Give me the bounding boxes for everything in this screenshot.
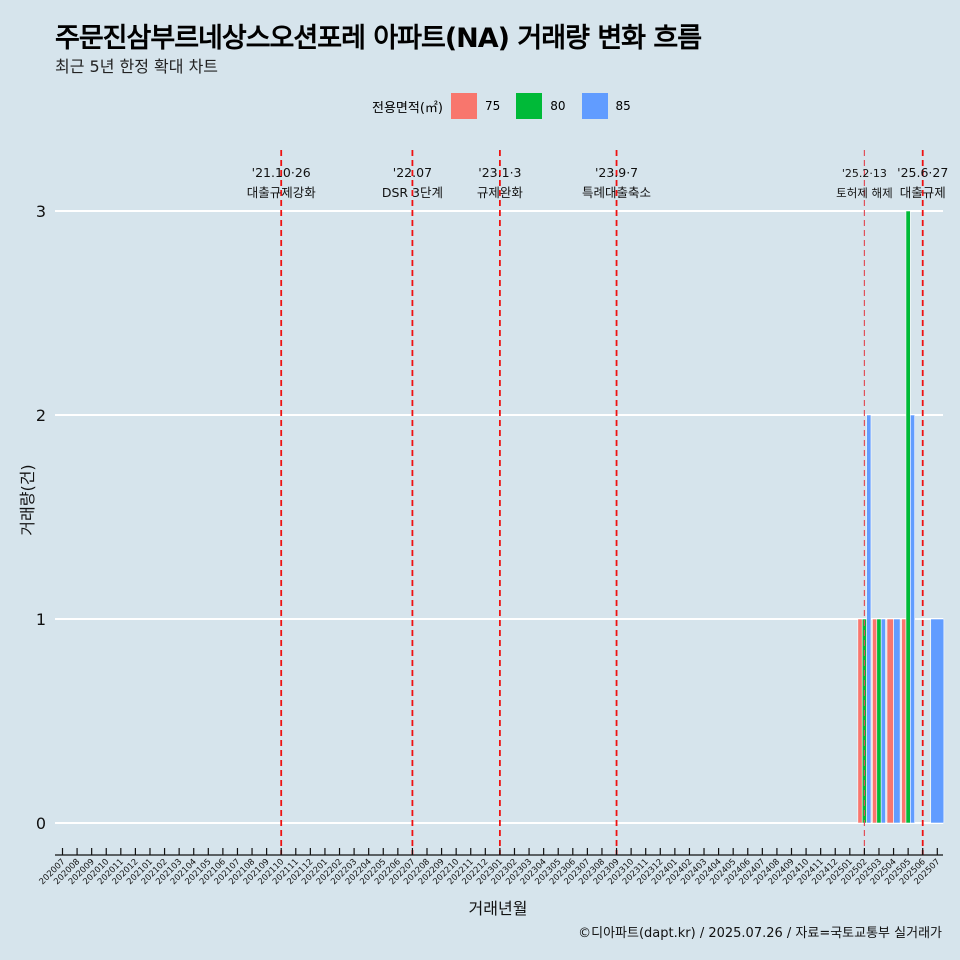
- legend-label-85: 85: [615, 99, 631, 113]
- y-tick-label: 0: [36, 814, 46, 833]
- y-tick-label: 1: [36, 610, 46, 629]
- legend-swatch-75: [450, 93, 477, 119]
- event-label: 대출규제: [900, 185, 946, 200]
- chart-title: 주문진삼부르네상스오션포레 아파트(NA) 거래량 변화 흐름: [55, 23, 702, 54]
- legend-label-80: 80: [550, 99, 566, 113]
- event-date: '21.10·26: [252, 165, 311, 180]
- event-date: '23.1·3: [478, 165, 521, 180]
- legend-title: 전용면적(㎡): [372, 100, 443, 116]
- y-tick-label: 3: [36, 202, 46, 221]
- legend: 전용면적(㎡) 75 80 85: [372, 93, 647, 119]
- event-label: DSR 3단계: [382, 185, 443, 200]
- event-label: 토허제 해제: [836, 186, 893, 200]
- bar-202502-75: [857, 618, 863, 824]
- bar-202503-85: [880, 618, 886, 824]
- event-date: '22.07: [393, 165, 432, 180]
- event-label: 특례대출축소: [582, 185, 651, 200]
- source-caption: ©디아파트(dapt.kr) / 2025.07.26 / 자료=국토교통부 실…: [578, 926, 942, 941]
- bar-202504-85: [893, 618, 901, 824]
- bar-202503-75: [872, 618, 878, 824]
- event-date: '25.6·27: [897, 165, 948, 180]
- y-axis-title: 거래량(건): [18, 464, 37, 535]
- bar-202505-80: [905, 210, 911, 824]
- y-tick-label: 2: [36, 406, 46, 425]
- bar-202507-85: [930, 618, 945, 824]
- x-axis-title: 거래년월: [469, 899, 528, 918]
- legend-label-75: 75: [484, 99, 501, 113]
- event-label: 규제완화: [477, 185, 524, 200]
- bar-202505-85: [910, 414, 916, 824]
- event-label: 대출규제강화: [247, 185, 317, 200]
- event-date: '25.2·13: [842, 167, 887, 180]
- legend-swatch-80: [516, 93, 543, 119]
- bar-202502-85: [866, 414, 872, 824]
- bar-202505-75: [901, 618, 907, 824]
- bar-202503-80: [876, 618, 882, 824]
- event-date: '23.9·7: [595, 165, 638, 180]
- legend-swatch-85: [581, 93, 608, 119]
- bar-202504-75: [886, 618, 894, 824]
- chart-subtitle: 최근 5년 한정 확대 차트: [55, 57, 219, 76]
